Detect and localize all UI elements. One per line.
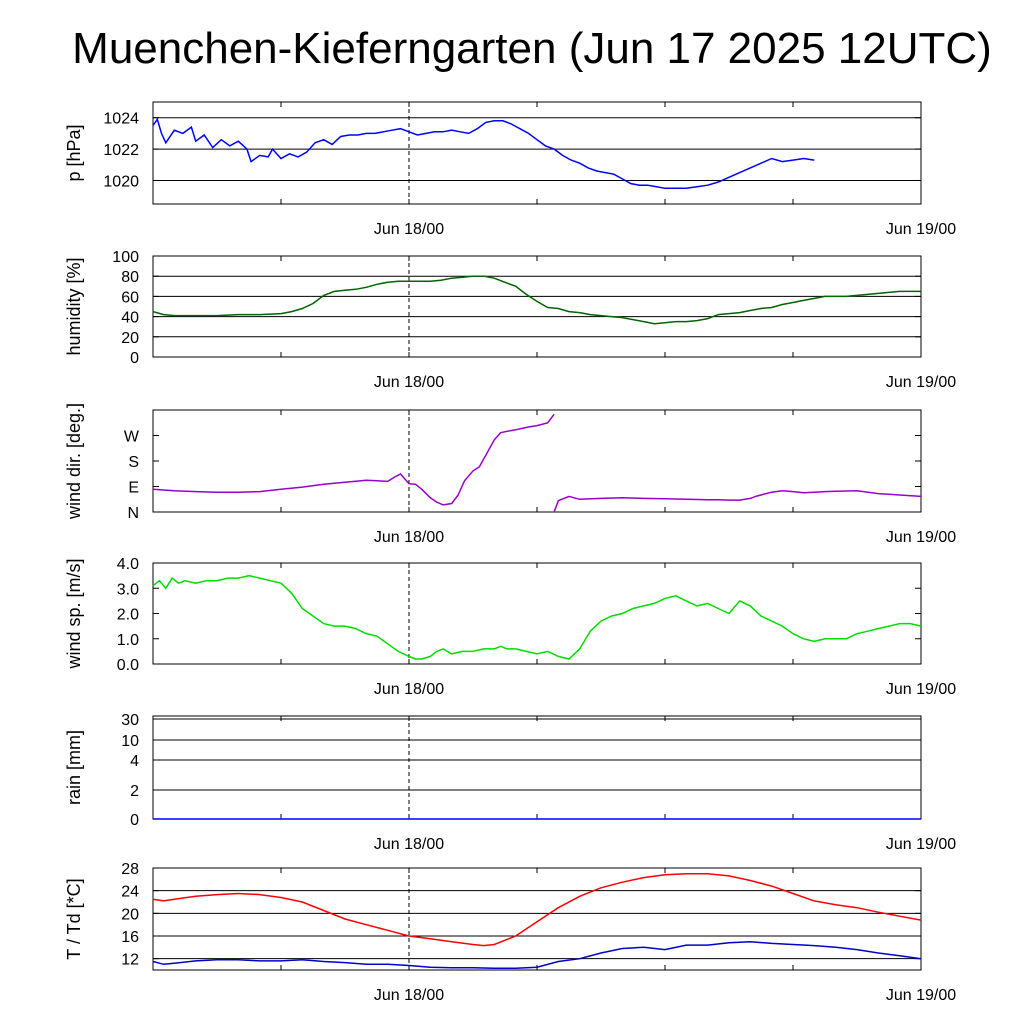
y-tick-label: E <box>128 480 139 497</box>
y-tick-label: 80 <box>121 269 139 286</box>
x-tick-label: Jun 18/00 <box>374 987 444 1004</box>
x-tick-label: Jun 18/00 <box>374 681 444 698</box>
y-tick-label: 1024 <box>103 111 139 128</box>
x-tick-label: Jun 18/00 <box>374 529 444 546</box>
x-tick-label: Jun 19/00 <box>886 374 956 391</box>
x-tick-label: Jun 19/00 <box>886 529 956 546</box>
chart-title: Muenchen-Kieferngarten (Jun 17 2025 12UT… <box>72 24 992 73</box>
series-line <box>152 872 922 947</box>
y-axis-label: humidity [%] <box>64 257 84 355</box>
y-tick-label: 1.0 <box>117 632 139 649</box>
y-tick-label: 20 <box>121 906 139 923</box>
y-tick-label: S <box>128 454 139 471</box>
plot-frame <box>152 562 922 665</box>
x-tick-label: Jun 19/00 <box>886 221 956 238</box>
series-line <box>152 117 815 190</box>
y-axis-label: wind dir. [deg.] <box>64 403 84 520</box>
y-tick-label: 12 <box>121 952 139 969</box>
y-tick-label: 3.0 <box>117 581 139 598</box>
y-tick-label: 0.0 <box>117 657 139 674</box>
series-line <box>152 413 555 506</box>
series-line <box>152 275 921 325</box>
y-tick-label: 1022 <box>103 142 139 159</box>
y-tick-label: 20 <box>121 330 139 347</box>
y-tick-label: N <box>127 505 139 522</box>
y-tick-label: 100 <box>112 249 139 266</box>
y-tick-label: 0 <box>130 350 139 367</box>
panel-1: 1020 1022 1024 Jun 18/00 Jun 19/00 p [hPa] <box>64 101 956 238</box>
plot-frame <box>152 255 922 358</box>
y-tick-label: 60 <box>121 289 139 306</box>
y-tick-label: 24 <box>121 884 139 901</box>
y-tick-label: 16 <box>121 929 139 946</box>
y-tick-label: 1020 <box>103 173 139 190</box>
y-tick-label: 10 <box>121 733 139 750</box>
y-axis-label: T / Td [*C] <box>64 878 84 959</box>
y-tick-label: 30 <box>121 712 139 729</box>
y-axis-label: rain [mm] <box>64 730 84 805</box>
y-tick-label: W <box>124 429 140 446</box>
series-line <box>152 940 922 970</box>
x-tick-label: Jun 19/00 <box>886 681 956 698</box>
y-tick-label: 2 <box>130 783 139 800</box>
x-tick-label: Jun 18/00 <box>374 836 444 853</box>
y-tick-label: 2.0 <box>117 607 139 624</box>
panel-6: 12 16 20 24 28 Jun 18/00 Jun 19/00 T / Td [*C] <box>64 861 956 1004</box>
panel-2: 0 20 40 60 80 100 Jun 18/00 Jun 19/00 humidity [… <box>64 249 956 391</box>
x-tick-label: Jun 19/00 <box>886 987 956 1004</box>
y-axis-label: wind sp. [m/s] <box>64 558 84 669</box>
y-axis-label: p [hPa] <box>64 124 84 181</box>
y-tick-label: 40 <box>121 310 139 327</box>
series-line <box>553 490 922 513</box>
x-tick-label: Jun 18/00 <box>374 374 444 391</box>
panel-5: 0 2 4 10 30 Jun 18/00 Jun 19/00 rain [mm] <box>64 712 956 853</box>
plot-frame <box>152 867 922 971</box>
plot-frame <box>152 715 922 820</box>
x-tick-label: Jun 19/00 <box>886 836 956 853</box>
y-tick-label: 0 <box>130 812 139 829</box>
y-tick-label: 4.0 <box>117 556 139 573</box>
series-line <box>152 574 922 660</box>
panel-4: 0.0 1.0 2.0 3.0 4.0 Jun 18/00 Jun 19/00 wind sp… <box>64 556 956 698</box>
y-tick-label: 4 <box>130 753 139 770</box>
x-tick-label: Jun 18/00 <box>374 221 444 238</box>
y-tick-label: 28 <box>121 861 139 878</box>
